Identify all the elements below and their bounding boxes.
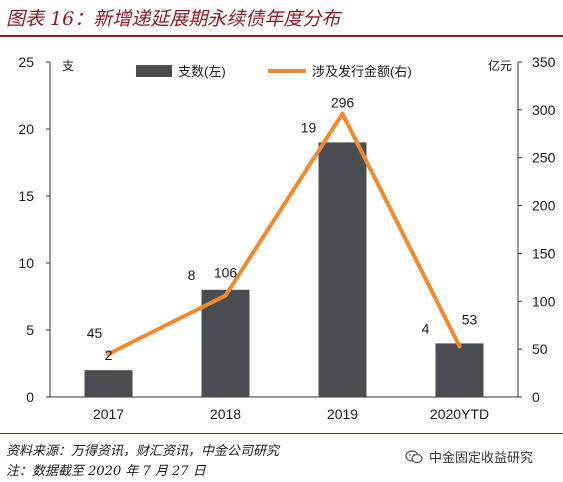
right-axis-tick-label: 50: [532, 341, 548, 357]
left-axis-tick-label: 25: [18, 54, 34, 70]
bar-data-label: 8: [188, 267, 196, 283]
right-axis-tick-label: 0: [532, 389, 540, 405]
line-data-label: 53: [462, 311, 478, 327]
bar-data-label: 4: [422, 320, 430, 336]
bar: [435, 343, 484, 397]
line-point: [106, 351, 111, 356]
wechat-icon: [405, 449, 423, 463]
left-axis-tick-label: 5: [26, 322, 34, 338]
footer-divider: [0, 433, 563, 434]
right-axis-tick-label: 150: [532, 245, 556, 261]
x-axis-tick-label: 2020YTD: [430, 406, 489, 422]
line-point: [340, 111, 345, 116]
bar-data-label: 2: [105, 347, 113, 363]
watermark: 中金固定收益研究: [405, 447, 533, 466]
right-axis-tick-label: 100: [532, 293, 556, 309]
legend-bar-swatch: [136, 65, 172, 77]
right-axis-tick-label: 350: [532, 54, 556, 70]
line-point: [223, 293, 228, 298]
line-data-label: 296: [331, 95, 355, 111]
x-axis-tick-label: 2017: [93, 406, 124, 422]
bar-data-label: 19: [301, 119, 317, 135]
left-axis-tick-label: 15: [18, 188, 34, 204]
line-series: [106, 111, 462, 356]
watermark-text: 中金固定收益研究: [429, 451, 534, 466]
chart-title: 图表 16：新增递延展期永续债年度分布: [6, 8, 341, 30]
line-data-label: 45: [87, 325, 103, 341]
line-data-label: 106: [214, 265, 238, 281]
bar: [318, 142, 367, 397]
x-axis-tick-label: 2019: [327, 406, 358, 422]
line-point: [457, 344, 462, 349]
right-axis-unit: 亿元: [488, 58, 512, 73]
right-axis-tick-label: 300: [532, 102, 556, 118]
legend-bar-label: 支数(左): [178, 64, 226, 79]
left-axis-tick-label: 10: [18, 255, 34, 271]
source-note: 资料来源：万得资讯，财汇资讯，中金公司研究: [6, 444, 280, 459]
right-axis-tick-label: 200: [532, 198, 556, 214]
data-date-note: 注：数据截至 2020 年 7 月 27 日: [6, 464, 206, 479]
left-axis-tick-label: 20: [18, 121, 34, 137]
right-axis-tick-label: 250: [532, 150, 556, 166]
bar: [201, 289, 250, 397]
title-divider: [0, 35, 563, 37]
legend-line-label: 涉及发行金额(右): [312, 64, 412, 79]
left-axis-unit: 支: [62, 59, 74, 73]
left-axis-tick-label: 0: [26, 389, 34, 405]
x-axis-tick-label: 2018: [210, 406, 241, 422]
bar: [84, 370, 133, 397]
